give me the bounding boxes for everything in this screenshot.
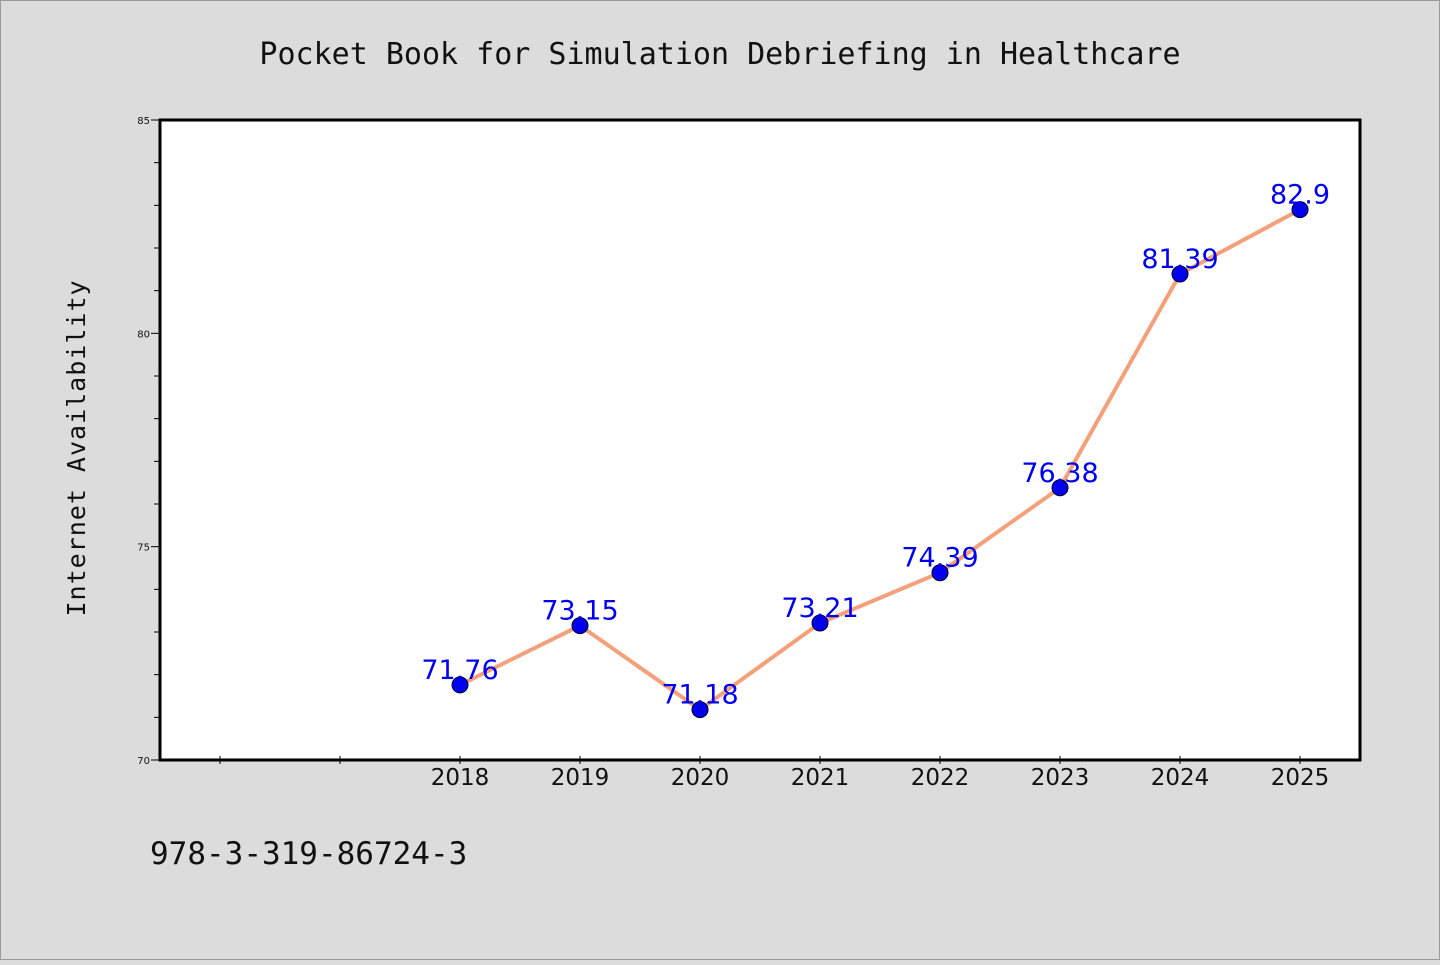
x-tick-label: 2023 bbox=[1031, 765, 1090, 791]
y-tick-label: 80 bbox=[137, 329, 150, 340]
plot-area bbox=[160, 120, 1360, 760]
x-tick-label: 2019 bbox=[551, 765, 610, 791]
y-axis-label: Internet Availability bbox=[62, 279, 91, 616]
data-point bbox=[931, 564, 949, 582]
data-labels: 71.76 73.15 71.18 73.21 74.39 76.38 81.39 82.9 bbox=[421, 180, 1330, 711]
x-tick-label: 2022 bbox=[911, 765, 970, 791]
x-tick-label: 2021 bbox=[791, 765, 850, 791]
data-point bbox=[571, 617, 589, 635]
data-label: 71.76 bbox=[421, 655, 498, 686]
data-label: 71.18 bbox=[661, 680, 738, 711]
y-tick-label: 75 bbox=[137, 543, 150, 554]
data-label: 73.15 bbox=[541, 596, 618, 627]
plot-frame bbox=[158, 118, 1362, 762]
series-line-group bbox=[458, 207, 1302, 712]
data-point bbox=[1171, 265, 1189, 283]
data-point bbox=[1291, 201, 1309, 219]
chart-title: Pocket Book for Simulation Debriefing in… bbox=[259, 37, 1180, 72]
x-tick-label: 2020 bbox=[671, 765, 730, 791]
data-label: 82.9 bbox=[1270, 180, 1330, 211]
data-point bbox=[1051, 479, 1069, 497]
x-tick-label: 2025 bbox=[1271, 765, 1330, 791]
data-points bbox=[451, 201, 1309, 719]
series-line bbox=[458, 207, 1302, 712]
data-point bbox=[691, 701, 709, 719]
data-point bbox=[811, 614, 829, 632]
x-tick-label: 2024 bbox=[1151, 765, 1210, 791]
data-label: 81.39 bbox=[1141, 244, 1218, 275]
x-tick-label: 2018 bbox=[431, 765, 490, 791]
data-point bbox=[451, 676, 469, 694]
y-tick-label: 70 bbox=[137, 756, 150, 767]
data-label: 76.38 bbox=[1021, 458, 1098, 489]
x-axis-ticks: 2018 2019 2020 2021 2022 2023 2024 2025 bbox=[219, 756, 1330, 791]
y-tick-label: 85 bbox=[137, 116, 150, 127]
data-label: 73.21 bbox=[781, 593, 858, 624]
isbn-text: 978-3-319-86724-3 bbox=[150, 836, 467, 872]
data-label: 74.39 bbox=[901, 543, 978, 574]
